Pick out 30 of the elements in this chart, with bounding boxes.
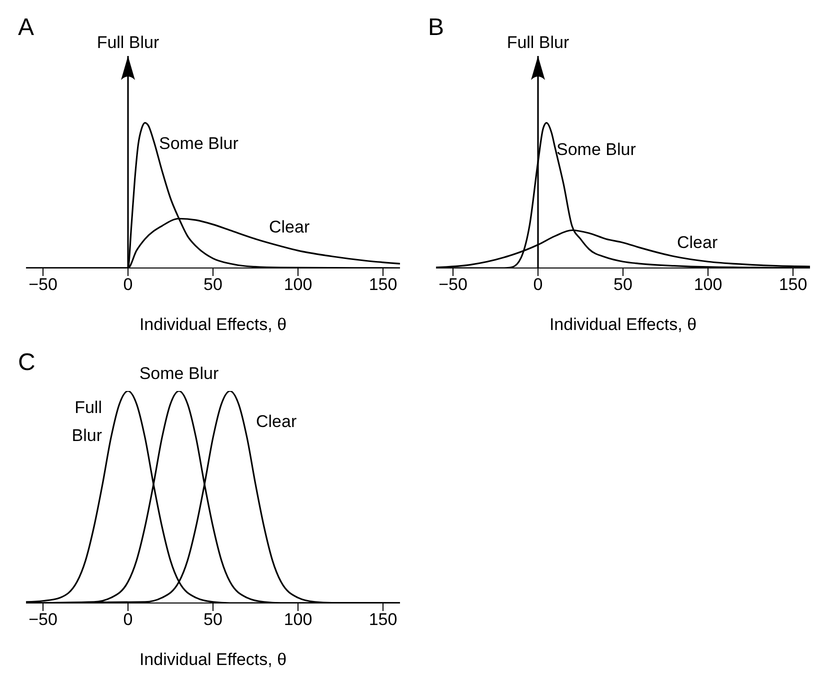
x-tick-label: 100 [284, 610, 312, 630]
ref-line-label: Full Blur [506, 33, 570, 52]
x-tick-label: 100 [694, 275, 722, 294]
x-tick-label: 0 [123, 610, 133, 630]
series-label: Clear [677, 233, 718, 252]
series-label: Clear [269, 218, 310, 237]
x-axis-title: Individual Effects, θ [139, 650, 287, 669]
x-tick-label: 50 [614, 275, 632, 294]
series-label: Some Blur [139, 364, 220, 383]
ref-line-label: Full Blur [96, 33, 160, 52]
chart-title: B [428, 14, 444, 42]
series-label: Full Blur [72, 398, 102, 445]
x-tick-label: 50 [204, 275, 222, 294]
x-axis-title: Individual Effects, θ [139, 315, 287, 334]
x-tick-label: 150 [368, 275, 398, 294]
x-tick-label: −50 [28, 275, 58, 294]
x-tick-label: −50 [28, 610, 58, 630]
x-tick-label: 100 [284, 275, 312, 294]
x-tick-label: −50 [438, 275, 468, 294]
x-tick-label: 150 [368, 610, 398, 630]
x-tick-label: 0 [533, 275, 543, 294]
series-label: Some Blur [159, 134, 239, 153]
x-axis-title: Individual Effects, θ [549, 315, 697, 334]
x-tick-label: 50 [204, 610, 222, 630]
chart-title: A [18, 14, 34, 42]
x-tick-label: 150 [778, 275, 808, 294]
chart-title: C [18, 349, 36, 377]
series-label: Clear [256, 412, 297, 431]
x-tick-label: 0 [123, 275, 133, 294]
series-label: Some Blur [556, 140, 636, 159]
